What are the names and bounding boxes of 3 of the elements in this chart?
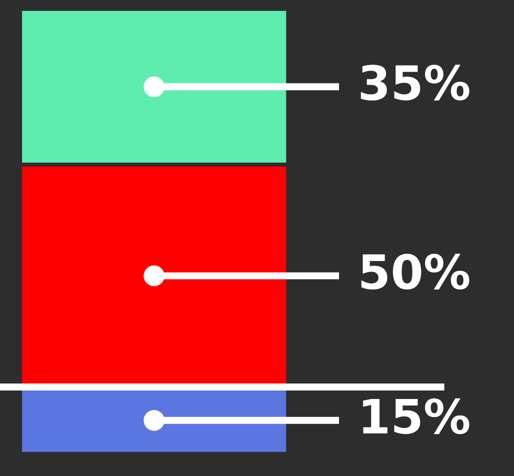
data-label: 35%: [360, 64, 470, 100]
data-label: 50%: [361, 254, 470, 290]
data-label: 15%: [363, 398, 470, 434]
